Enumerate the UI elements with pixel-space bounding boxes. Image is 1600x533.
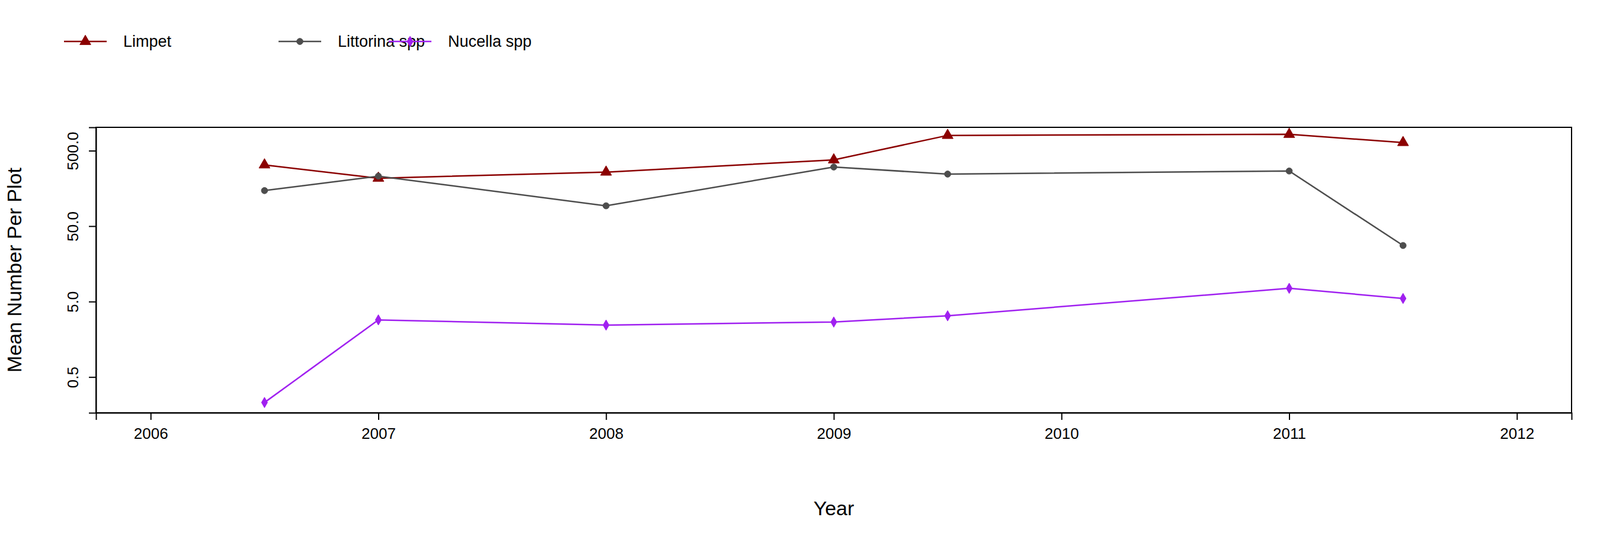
legend-item: Nucella spp (388, 32, 532, 51)
point-marker (1285, 283, 1292, 294)
point-marker (375, 173, 382, 180)
x-tick-mark (833, 413, 835, 421)
y-tick: 50.0 (64, 211, 96, 242)
point-marker (1285, 167, 1293, 175)
y-tick-label: 0.5 (64, 366, 82, 389)
x-tick: 2012 (1499, 413, 1535, 443)
series-line (264, 167, 1403, 246)
point-marker (942, 129, 954, 139)
x-tick: 2009 (817, 413, 852, 443)
y-tick: 5.0 (64, 291, 96, 313)
point-marker (1397, 136, 1409, 146)
x-tick: 2007 (361, 413, 396, 443)
legend-marker (296, 38, 304, 46)
legend: Limpet Littorina spp Nucella spp (64, 32, 532, 51)
legend-marker (80, 34, 92, 45)
y-tick-mark (88, 301, 96, 303)
y-tick: 0.5 (64, 366, 96, 389)
point-marker (261, 397, 268, 409)
x-tick-mark (1288, 413, 1291, 421)
legend-marker (407, 36, 414, 47)
plot-frame (96, 127, 1572, 414)
x-tick: 2011 (1272, 413, 1307, 443)
point-marker (600, 165, 612, 176)
plot: 2006 2007 2008 2009 2010 2011 2012 0.5 5.0 50.0 50… (64, 127, 1573, 443)
x-axis: 2006 2007 2008 2009 2010 2011 2012 (96, 413, 1573, 443)
y-tick-label: 50.0 (64, 211, 82, 242)
legend-label: Limpet (123, 32, 172, 51)
point-marker (602, 202, 610, 210)
x-tick-label: 2006 (133, 424, 169, 443)
point-marker (944, 171, 952, 178)
point-marker (830, 317, 837, 328)
x-tick-label: 2009 (817, 424, 852, 443)
point-marker (830, 164, 838, 171)
point-marker (258, 158, 271, 169)
y-axis-title: Mean Number Per Plot (2, 167, 26, 373)
series-line (264, 288, 1403, 403)
x-tick-mark (1516, 413, 1518, 421)
x-tick-label: 2008 (589, 424, 624, 443)
point-marker (944, 310, 951, 322)
y-tick-label: 5.0 (64, 291, 82, 313)
point-marker (1399, 242, 1407, 249)
legend-item: Limpet (64, 32, 172, 51)
x-tick-label: 2007 (361, 424, 396, 443)
x-tick-mark (378, 413, 380, 421)
chart: 2006 2007 2008 2009 2010 2011 2012 0.5 5.0 50.0 50… (0, 0, 1600, 533)
x-axis-title: Year (813, 497, 855, 520)
data-layer (258, 128, 1409, 408)
y-tick-mark (88, 376, 96, 379)
y-tick: 500.0 (64, 131, 96, 171)
point-marker (375, 314, 382, 326)
legend-label: Nucella spp (448, 32, 532, 51)
x-tick: 2010 (1044, 413, 1080, 443)
y-tick-mark (88, 150, 96, 152)
x-tick-label: 2010 (1044, 424, 1080, 443)
y-tick-mark (88, 225, 96, 227)
y-tick-label: 500.0 (64, 131, 82, 171)
point-marker (1400, 293, 1407, 304)
point-marker (828, 153, 840, 163)
x-tick-mark (1061, 413, 1063, 421)
point-marker (603, 320, 610, 331)
legend-label: Littorina spp (337, 32, 425, 51)
x-tick-mark (605, 413, 607, 421)
point-marker (261, 187, 268, 194)
y-axis: 0.5 5.0 50.0 500.0 (64, 128, 97, 414)
x-tick: 2006 (133, 413, 169, 443)
x-axis-line (96, 413, 1573, 421)
x-tick-label: 2012 (1499, 424, 1535, 443)
x-tick-label: 2011 (1272, 424, 1307, 443)
x-tick-mark (150, 413, 152, 421)
y-axis-line (88, 128, 97, 414)
point-marker (1283, 128, 1295, 138)
x-tick: 2008 (589, 413, 624, 443)
